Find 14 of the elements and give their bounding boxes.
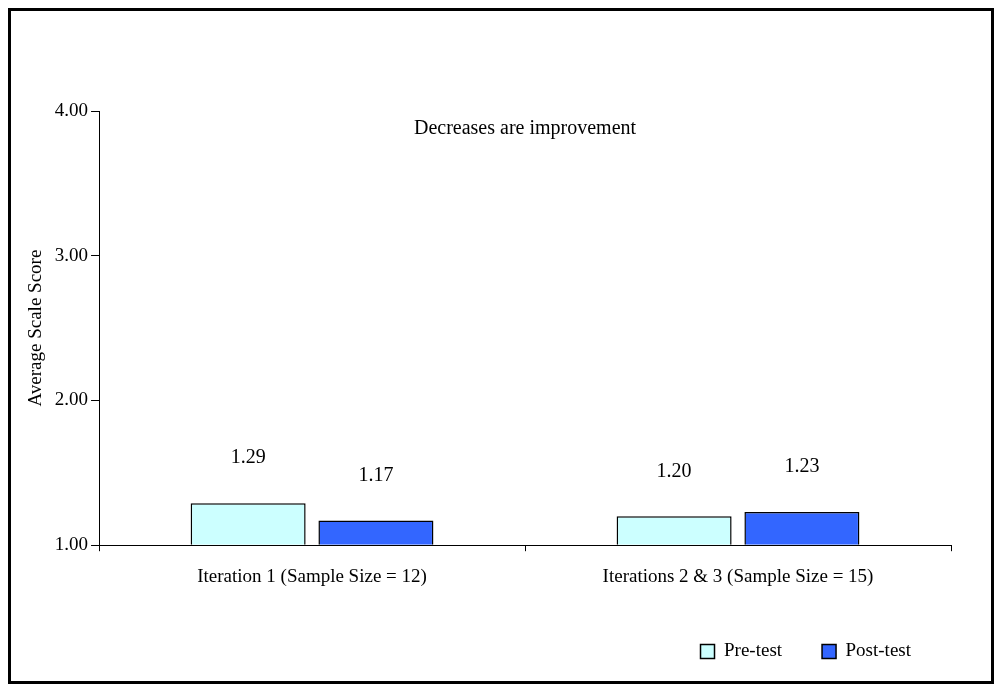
data-label: 1.23 bbox=[784, 454, 820, 477]
x-tick-label: Iterations 2 & 3 (Sample Size = 15) bbox=[602, 564, 874, 587]
x-tick-label: Iteration 1 (Sample Size = 12) bbox=[197, 564, 427, 587]
data-label: 1.17 bbox=[358, 462, 394, 485]
legend-label: Pre-test bbox=[724, 639, 783, 661]
data-label: 1.29 bbox=[230, 445, 266, 468]
legend-label: Post-test bbox=[845, 639, 912, 661]
y-tick-label: 1.00 bbox=[54, 533, 89, 555]
y-tick-label: 4.00 bbox=[54, 98, 89, 120]
y-axis-title: Average Scale Score bbox=[24, 249, 46, 407]
data-label: 1.20 bbox=[656, 458, 692, 481]
annotation: Decreases are improvement bbox=[413, 116, 637, 140]
y-tick-label: 3.00 bbox=[54, 243, 89, 265]
y-tick-label: 2.00 bbox=[54, 388, 89, 410]
